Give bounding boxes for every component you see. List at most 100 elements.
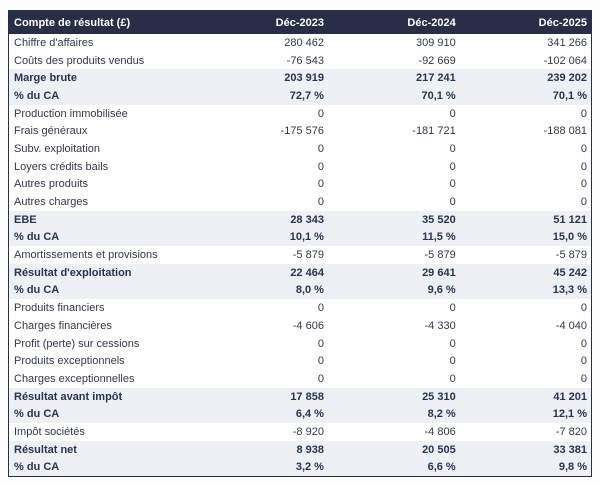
cell-value: 0 [580,142,587,155]
row-label: Produits financiers [14,302,105,315]
cell-value: 0 [580,196,587,209]
table-row: Chiffre d'affaires 280 462 309 910 341 266 [9,34,592,52]
cell-value: -175 576 [280,125,324,138]
cell-value: 72,7 % [196,87,328,105]
cell-value: 280 462 [284,36,324,49]
summary-row: % du CA 6,4 % 8,2 % 12,1 % [8,405,592,424]
summary-row: Résultat avant impôt 17 858 25 310 41 201 [8,387,592,406]
cell-value: 0 [580,355,587,368]
cell-value: 0 [580,302,587,315]
row-label: % du CA [8,228,197,247]
summary-row: Résultat net 8 938 20 505 33 381 [8,440,592,459]
cell-value: -102 064 [543,54,587,67]
cell-value: 25 310 [327,387,460,406]
row-label: EBE [8,210,197,229]
cell-value: -76 543 [286,54,324,67]
column-header-dec-2025: Déc-2025 [459,10,592,34]
row-label: Marge brute [8,69,197,88]
cell-value: 0 [317,160,324,173]
row-label: Coûts des produits vendus [14,54,145,67]
table-header: Compte de résultat (£) Déc-2023 Déc-2024… [8,10,592,34]
table-row: Autres charges 0 0 0 [9,193,592,211]
cell-value: 0 [449,372,456,385]
cell-value: 35 520 [327,210,460,229]
cell-value: -92 669 [418,54,456,67]
cell-value: 17 858 [196,387,328,406]
cell-value: 8,2 % [327,405,460,424]
column-header-dec-2024: Déc-2024 [327,10,460,34]
table-row: Produits exceptionnels 0 0 0 [9,352,592,370]
cell-value: 12,1 % [459,405,592,424]
cell-value: -4 806 [424,425,456,438]
row-label: % du CA [8,281,197,300]
row-label: % du CA [8,405,197,424]
cell-value: 0 [449,337,456,350]
cell-value: -4 606 [292,319,324,332]
cell-value: 70,1 % [459,87,592,105]
summary-row: % du CA 8,0 % 9,6 % 13,3 % [8,281,592,300]
table-row: Autres produits 0 0 0 [9,176,592,194]
summary-row: % du CA 10,1 % 11,5 % 15,0 % [8,228,592,247]
cell-value: 0 [317,107,324,120]
table-row: Produits financiers 0 0 0 [9,299,592,317]
income-statement-table: Compte de résultat (£) Déc-2023 Déc-2024… [8,10,592,478]
cell-value: -8 920 [292,425,324,438]
row-label: % du CA [8,87,197,105]
row-label: Charges financières [14,319,112,332]
cell-value: 0 [449,160,456,173]
row-label: Charges exceptionnelles [14,372,135,385]
cell-value: 0 [449,302,456,315]
cell-value: 45 242 [459,263,592,282]
cell-value: 51 121 [459,210,592,229]
cell-value: 9,8 % [459,458,592,477]
row-label: Impôt sociétés [14,425,85,438]
cell-value: -4 330 [424,319,456,332]
cell-value: 41 201 [459,387,592,406]
row-label: Amortissements et provisions [14,249,158,262]
column-header-dec-2023: Déc-2023 [196,10,328,34]
cell-value: 6,4 % [196,405,328,424]
cell-value: 3,2 % [196,458,328,477]
row-label: Production immobilisée [14,107,128,120]
cell-value: 0 [580,178,587,191]
cell-value: 6,6 % [327,458,460,477]
cell-value: 0 [317,196,324,209]
cell-value: 28 343 [196,210,328,229]
cell-value: 0 [317,355,324,368]
cell-value: -181 721 [412,125,456,138]
table-row: Production immobilisée 0 0 0 [9,105,592,123]
row-label: % du CA [8,458,197,477]
row-label: Résultat net [8,440,197,459]
table-row: Charges exceptionnelles 0 0 0 [9,370,592,388]
cell-value: 0 [449,196,456,209]
cell-value: 239 202 [459,69,592,88]
row-label: Autres charges [14,196,88,209]
cell-value: 15,0 % [459,228,592,247]
table-title: Compte de résultat (£) [8,10,197,34]
cell-value: 8,0 % [196,281,328,300]
cell-value: 203 919 [196,69,328,88]
table-row: Coûts des produits vendus -76 543 -92 669 -… [9,52,592,70]
row-label: Loyers crédits bails [14,160,109,173]
row-label: Chiffre d'affaires [14,36,94,49]
cell-value: 0 [317,178,324,191]
table-row: Amortissements et provisions -5 879 -5 879… [9,246,592,264]
row-label: Produits exceptionnels [14,355,125,368]
cell-value: -7 820 [555,425,587,438]
cell-value: 33 381 [459,440,592,459]
row-label: Résultat d'exploitation [8,263,197,282]
table-row: Impôt sociétés -8 920 -4 806 -7 820 [9,423,592,441]
cell-value: 0 [580,337,587,350]
cell-value: 0 [580,160,587,173]
table-body: Chiffre d'affaires 280 462 309 910 341 266 C… [8,34,592,477]
cell-value: -4 040 [555,319,587,332]
cell-value: 0 [449,355,456,368]
cell-value: 70,1 % [327,87,460,105]
row-label: Profit (perte) sur cessions [14,337,140,350]
cell-value: 217 241 [327,69,460,88]
summary-row: EBE 28 343 35 520 51 121 [8,210,592,229]
table-row: Subv. exploitation 0 0 0 [9,140,592,158]
cell-value: 20 505 [327,440,460,459]
cell-value: 341 266 [547,36,587,49]
